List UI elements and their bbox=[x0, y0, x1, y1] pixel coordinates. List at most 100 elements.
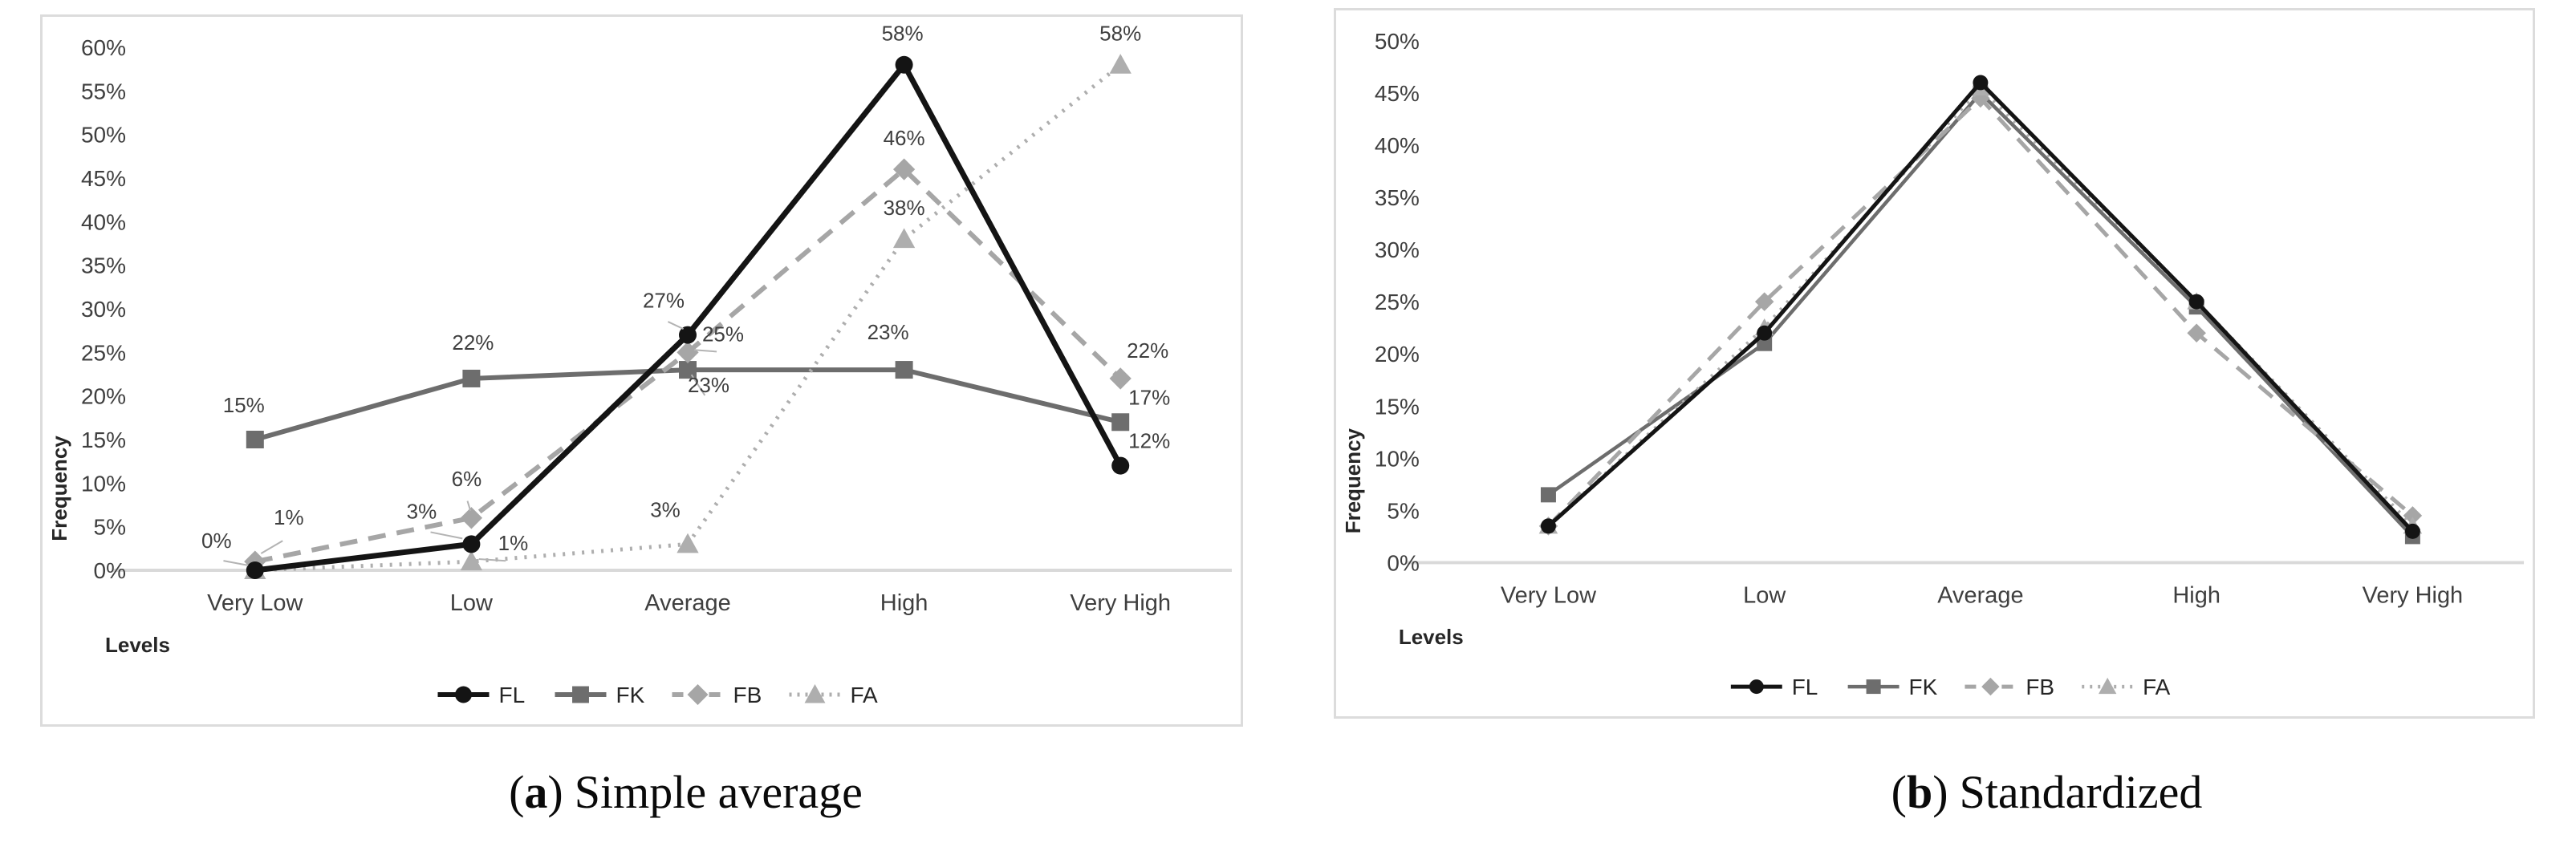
data-label-leader bbox=[693, 349, 717, 353]
x-category-label: High bbox=[880, 590, 928, 616]
x-axis-category-labels: Very Low Low Average High Very High bbox=[207, 590, 1171, 616]
circle-marker-FL bbox=[2404, 523, 2420, 539]
legend-item-FK: FK bbox=[555, 683, 645, 707]
legend-diamond-icon-FB bbox=[687, 684, 709, 705]
x-axis-title: Levels bbox=[1399, 626, 1464, 649]
series-FL bbox=[1540, 75, 2420, 539]
x-category-label: Low bbox=[450, 590, 494, 616]
y-tick-label: 20% bbox=[81, 384, 126, 409]
legend-label-FL: FL bbox=[1792, 675, 1818, 699]
chart-panel-standardized: 0% 5% 10% 15% 20% 25% 30% 35% 40% 45% 50% Very Low L… bbox=[1334, 8, 2535, 719]
square-marker-FK bbox=[679, 361, 697, 379]
data-label-leader bbox=[260, 540, 283, 554]
y-tick-label: 30% bbox=[81, 297, 126, 322]
series-FA bbox=[244, 54, 1132, 579]
y-axis-tick-labels: 0% 5% 10% 15% 20% 25% 30% 35% 40% 45% 50% bbox=[1375, 29, 1420, 576]
square-marker-FK bbox=[246, 431, 264, 448]
diamond-marker-FB bbox=[1109, 367, 1132, 390]
diamond-marker-FB bbox=[677, 341, 699, 363]
y-tick-label: 10% bbox=[81, 471, 126, 496]
x-category-label: Average bbox=[644, 590, 731, 616]
y-axis-title: Frequency bbox=[1343, 428, 1365, 534]
data-label-FL: 27% bbox=[643, 289, 685, 313]
triangle-marker-FA bbox=[460, 550, 483, 571]
y-tick-label: 40% bbox=[81, 209, 126, 234]
data-label-FK: 23% bbox=[688, 373, 729, 397]
y-tick-label: 25% bbox=[81, 340, 126, 365]
triangle-marker-FA bbox=[677, 533, 699, 553]
x-category-label: Very Low bbox=[1501, 582, 1596, 608]
series-FK bbox=[1540, 85, 2420, 545]
series-FL bbox=[246, 55, 1130, 579]
line-chart-standardized: 0% 5% 10% 15% 20% 25% 30% 35% 40% 45% 50% Very Low L… bbox=[1343, 29, 2525, 699]
data-label-FK: 23% bbox=[867, 320, 909, 344]
legend-label-FK: FK bbox=[1909, 675, 1938, 699]
legend-item-FA: FA bbox=[2082, 675, 2171, 699]
y-tick-label: 30% bbox=[1375, 237, 1420, 262]
caption-a-text: Simple average bbox=[574, 765, 863, 818]
y-tick-label: 5% bbox=[94, 515, 126, 540]
circle-marker-FL bbox=[1540, 518, 1556, 534]
legend-circle-icon-FL bbox=[1749, 679, 1764, 695]
y-tick-label: 15% bbox=[1375, 394, 1420, 419]
data-label-leader bbox=[430, 531, 463, 540]
legend-item-FL: FL bbox=[1730, 675, 1818, 699]
legend-item-FA: FA bbox=[789, 683, 879, 707]
caption-b-text: Standardized bbox=[1959, 765, 2203, 818]
x-category-label: Very Low bbox=[207, 590, 303, 616]
x-axis-title: Levels bbox=[105, 633, 170, 657]
legend-square-icon-FK bbox=[572, 686, 589, 703]
x-category-label: Very High bbox=[2363, 582, 2464, 608]
y-tick-label: 0% bbox=[94, 558, 126, 583]
y-tick-label: 55% bbox=[81, 79, 126, 103]
legend-item-FB: FB bbox=[672, 683, 762, 707]
data-label-FB: 22% bbox=[1127, 338, 1168, 363]
x-axis-category-labels: Very Low Low Average High Very High bbox=[1501, 582, 2463, 608]
data-label-FB: 46% bbox=[884, 126, 925, 150]
data-label-leader bbox=[690, 374, 706, 396]
data-labels: 0% 3% 27% 58% 12% 15% 22% 23% 23% 17% 1% 6% 25% 46% 22… bbox=[201, 22, 1170, 566]
data-label-leader bbox=[466, 500, 472, 512]
legend-label-FK: FK bbox=[616, 683, 645, 707]
legend: FL FK FB FA bbox=[437, 683, 879, 707]
caption-b-paren-close: ) bbox=[1932, 765, 1948, 818]
legend-label-FA: FA bbox=[851, 683, 879, 707]
caption-b-paren-open: ( bbox=[1891, 765, 1907, 818]
legend-label-FB: FB bbox=[2025, 675, 2054, 699]
series-line-FK bbox=[1547, 90, 2415, 538]
circle-marker-FL bbox=[2188, 294, 2204, 310]
y-axis-title: Frequency bbox=[47, 436, 71, 541]
legend-square-icon-FK bbox=[1866, 679, 1881, 695]
y-tick-label: 35% bbox=[81, 253, 126, 278]
circle-marker-FL bbox=[895, 55, 913, 74]
data-label-FB: 1% bbox=[274, 505, 304, 529]
diamond-marker-FB bbox=[460, 507, 483, 529]
series-line-FB bbox=[1546, 95, 2415, 528]
circle-marker-FL bbox=[462, 535, 481, 553]
caption-simple-average: (a) Simple average bbox=[84, 744, 1287, 839]
legend-label-FB: FB bbox=[733, 683, 762, 707]
data-label-FL: 0% bbox=[201, 529, 232, 553]
series-FK bbox=[246, 361, 1130, 448]
y-tick-label: 45% bbox=[81, 166, 126, 191]
data-label-FB: 25% bbox=[702, 322, 744, 346]
y-tick-label: 20% bbox=[1375, 342, 1420, 367]
legend: FL FK FB FA bbox=[1730, 675, 2171, 699]
legend-label-FL: FL bbox=[499, 683, 526, 707]
y-tick-label: 50% bbox=[81, 123, 126, 148]
series-line-FL bbox=[254, 59, 1123, 573]
x-category-label: Very High bbox=[1070, 590, 1171, 616]
series-line-FA bbox=[1546, 85, 2415, 528]
legend-diamond-icon-FB bbox=[1981, 677, 2000, 696]
legend-item-FK: FK bbox=[1847, 675, 1938, 699]
series-line-FA bbox=[254, 63, 1122, 573]
circle-marker-FL bbox=[1757, 325, 1773, 341]
y-tick-label: 45% bbox=[1375, 81, 1420, 106]
legend-item-FL: FL bbox=[437, 683, 526, 707]
square-marker-FK bbox=[895, 361, 913, 379]
data-label-FK: 22% bbox=[452, 330, 494, 355]
x-category-label: Average bbox=[1937, 582, 2023, 608]
data-label-FL: 12% bbox=[1128, 429, 1170, 453]
diamond-marker-FB bbox=[892, 158, 916, 180]
caption-a-paren-close: ) bbox=[547, 765, 563, 818]
